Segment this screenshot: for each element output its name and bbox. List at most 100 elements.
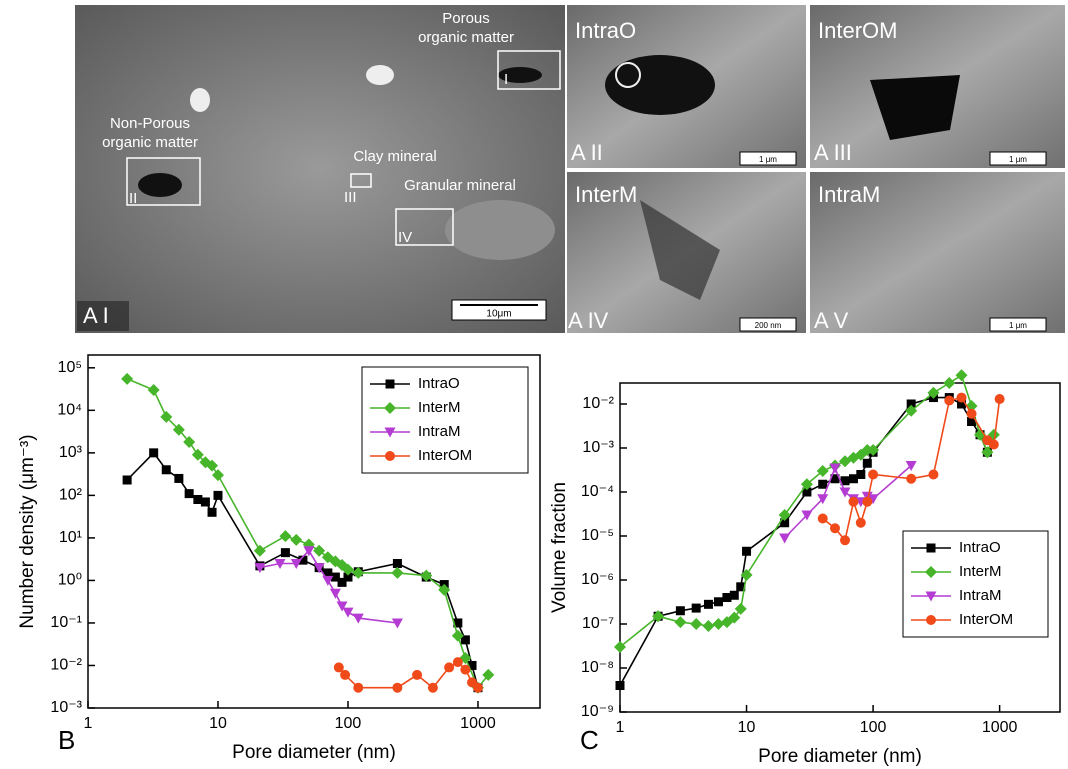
x-tick-label: 10 [209, 715, 227, 732]
marker [994, 393, 1005, 404]
marker [967, 417, 977, 427]
legend-marker [384, 427, 396, 438]
x-tick-label: 100 [860, 719, 887, 736]
marker [253, 544, 266, 557]
marker [333, 662, 344, 673]
marker [341, 563, 354, 576]
y-axis-title: Volume fraction [549, 482, 570, 613]
marker [174, 473, 184, 483]
x-tick-label: 1 [84, 715, 93, 732]
marker [427, 682, 438, 693]
legend-marker [926, 543, 936, 553]
marker [615, 681, 625, 691]
image-label: Granular mineral [404, 177, 516, 194]
marker [817, 494, 829, 505]
marker [183, 435, 196, 448]
y-tick-label: 10⁻⁷ [582, 615, 614, 632]
marker [829, 463, 841, 474]
marker [391, 618, 403, 629]
marker [451, 629, 464, 642]
y-tick-label: 10³ [59, 444, 83, 461]
scale-bar-label: 1 μm [759, 155, 777, 164]
marker [906, 399, 916, 409]
marker [855, 517, 866, 528]
panel-tag: A IV [568, 308, 609, 333]
legend-marker [384, 402, 396, 414]
scale-bar-label: 200 nm [755, 321, 782, 330]
marker [800, 478, 813, 491]
marker [906, 473, 917, 484]
marker [467, 660, 477, 670]
marker [412, 669, 423, 680]
x-tick-label: 1000 [460, 715, 496, 732]
legend-label: IntraO [959, 539, 1001, 556]
marker [482, 668, 495, 681]
marker [352, 613, 364, 624]
marker [211, 469, 224, 482]
marker [343, 572, 353, 582]
x-axis-title: Pore diameter (nm) [232, 742, 396, 763]
y-tick-label: 10⁻⁶ [581, 571, 614, 588]
panel-tag: A V [814, 308, 849, 333]
marker [147, 384, 160, 397]
marker [342, 607, 354, 618]
marker [322, 575, 334, 586]
y-tick-label: 10⁻¹ [50, 614, 82, 631]
x-tick-label: 1 [616, 719, 625, 736]
marker [329, 588, 341, 599]
image-title: InterOM [818, 18, 897, 43]
marker [460, 635, 470, 645]
marker [956, 392, 967, 403]
marker [279, 530, 292, 543]
marker [122, 475, 132, 485]
marker [353, 682, 364, 693]
legend-label: InterM [418, 399, 461, 416]
marker [829, 523, 840, 534]
marker [905, 404, 918, 417]
legend-label: IntraM [418, 423, 461, 440]
panel-label: B [58, 725, 75, 755]
marker [981, 446, 994, 459]
marker [184, 489, 194, 499]
x-tick-label: 10 [738, 719, 756, 736]
marker [955, 369, 968, 382]
marker [862, 458, 872, 468]
marker [736, 582, 746, 592]
marker [927, 386, 940, 399]
legend-label: IntraM [959, 587, 1002, 604]
marker [816, 465, 829, 478]
marker [734, 602, 747, 615]
marker [957, 399, 967, 409]
marker [713, 597, 723, 607]
scale-bar-label: 1 μm [1009, 321, 1027, 330]
marker [867, 494, 879, 505]
y-tick-label: 10⁻⁴ [581, 483, 614, 500]
marker [966, 408, 977, 419]
image-title: IntraM [818, 182, 880, 207]
marker [848, 496, 859, 507]
marker [868, 469, 879, 480]
region-label: IV [398, 229, 412, 246]
marker [191, 448, 204, 461]
x-axis-title: Pore diameter (nm) [758, 746, 922, 767]
panel-tag: A III [814, 140, 852, 165]
y-tick-label: 10² [59, 487, 83, 504]
marker [452, 657, 463, 668]
y-tick-label: 10⁻⁹ [581, 703, 614, 720]
legend-label: InterOM [959, 611, 1013, 628]
marker [121, 372, 134, 385]
legend-label: InterM [959, 563, 1002, 580]
panel-label: C [580, 725, 599, 755]
x-tick-label: 1000 [982, 719, 1018, 736]
series-line [126, 451, 479, 688]
marker [840, 535, 851, 546]
marker [420, 569, 433, 582]
marker [778, 509, 791, 522]
marker [161, 465, 171, 475]
marker [943, 377, 956, 389]
marker [779, 533, 791, 544]
marker [200, 497, 210, 507]
marker [703, 599, 713, 609]
marker [742, 546, 752, 556]
x-tick-label: 100 [335, 715, 362, 732]
